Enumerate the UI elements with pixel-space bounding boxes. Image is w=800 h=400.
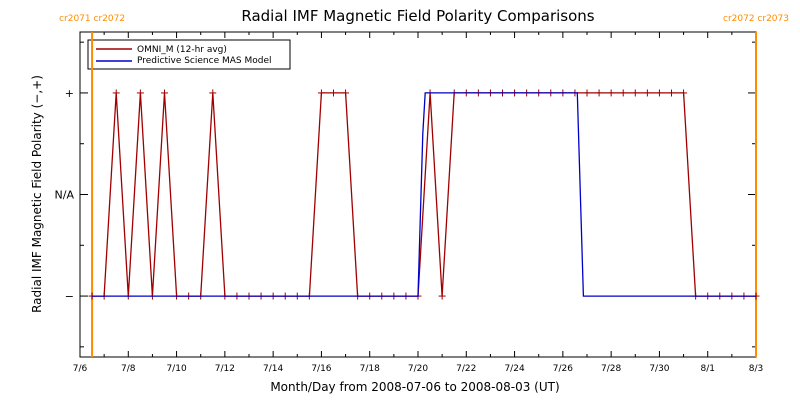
x-tick-label: 7/6 [73, 364, 88, 374]
x-tick-label: 7/18 [360, 364, 380, 374]
series-point-omni [317, 89, 325, 97]
y-axis-title: Radial IMF Magnetic Field Polarity (−,+) [30, 75, 44, 313]
crossing-label: cr2071 cr2072 [59, 14, 125, 24]
series-layer [88, 89, 760, 300]
x-tick-label: 7/30 [649, 364, 669, 374]
x-tick-label: 7/24 [504, 364, 524, 374]
x-tick-label: 7/10 [166, 364, 186, 374]
series-point-omni [342, 89, 350, 97]
x-tick-label: 8/1 [700, 364, 714, 374]
series-point-omni [438, 292, 446, 300]
x-tick-label: 7/16 [311, 364, 331, 374]
x-tick-label: 7/8 [121, 364, 136, 374]
x-tick-label: 7/26 [553, 364, 573, 374]
legend: OMNI_M (12-hr avg) Predictive Science MA… [87, 39, 291, 70]
legend-label-mas: Predictive Science MAS Model [137, 56, 272, 66]
series-point-omni [619, 89, 627, 97]
series-point-omni [668, 89, 675, 97]
series-point-omni [607, 89, 615, 97]
series-point-omni [112, 89, 120, 97]
series-point-omni [680, 89, 688, 97]
series-point-omni [643, 89, 651, 97]
series-line-mas [92, 92, 756, 297]
series-point-omni [209, 89, 217, 97]
x-tick-label: 7/20 [408, 364, 428, 374]
series-point-omni [136, 89, 144, 97]
x-tick-label: 8/3 [749, 364, 763, 374]
series-point-omni [161, 89, 168, 97]
x-tick-label: 7/28 [601, 364, 621, 374]
y-tick-label: − [65, 290, 74, 303]
x-axis-title: Month/Day from 2008-07-06 to 2008-08-03 … [270, 380, 559, 394]
series-point-omni [655, 89, 663, 97]
x-tick-label: 7/14 [263, 364, 283, 374]
series-point-omni [595, 89, 603, 97]
x-tick-label: 7/22 [456, 364, 476, 374]
crossing-label: cr2072 cr2073 [723, 14, 789, 24]
y-axis-ticks: + N/A − [55, 41, 756, 348]
plot-frame [79, 31, 757, 358]
legend-box [87, 39, 291, 70]
x-tick-label: 7/12 [215, 364, 235, 374]
x-axis-ticks: 7/6 7/8 7/10 7/12 7/14 7/16 7/18 7/20 7/22 7/24 7/… [73, 32, 763, 374]
chart-title: Radial IMF Magnetic Field Polarity Compa… [241, 7, 594, 25]
series-point-omni [583, 89, 591, 97]
carrington-crossings: cr2071 cr2072 cr2072 cr2073 [59, 14, 789, 357]
y-tick-label: N/A [55, 189, 75, 202]
series-point-omni [330, 89, 337, 97]
y-tick-label: + [65, 87, 74, 100]
legend-label-omni: OMNI_M (12-hr avg) [137, 45, 227, 55]
series-point-omni [631, 89, 639, 97]
